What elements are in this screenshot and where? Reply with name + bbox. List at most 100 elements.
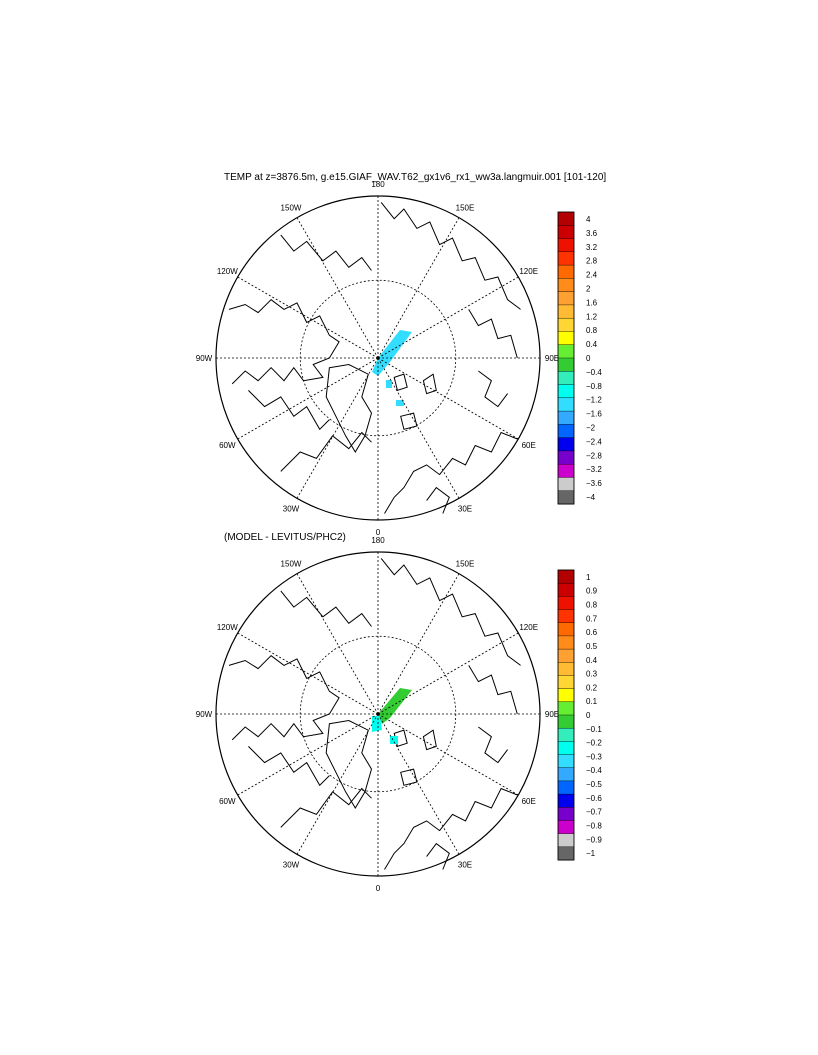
coastline-6	[380, 558, 521, 666]
data-patch-cyan	[396, 400, 404, 406]
coastline-7	[468, 309, 518, 359]
colorbar-swatch	[557, 278, 575, 293]
coastline-0	[228, 655, 340, 741]
coastline-12	[400, 768, 418, 786]
colorbar-label: −2.8	[586, 451, 602, 460]
meridian-line	[377, 632, 519, 715]
land-outlines	[228, 202, 521, 514]
colorbar-swatch	[557, 264, 575, 279]
colorbar-label: 0.7	[586, 614, 598, 623]
polar-map-2: 180 150E 120E 90E 60E 30E 0 30W 60W 90W 120W 150W 1 0…	[196, 536, 603, 893]
longitude-label: 150E	[456, 203, 475, 212]
figure-title: TEMP at z=3876.5m, g.e15.GIAF_WAV.T62_gx…	[224, 172, 607, 183]
colorbar-label: 1.2	[586, 312, 598, 321]
colorbar-swatch	[557, 317, 575, 332]
colorbar-swatch	[557, 741, 575, 756]
colorbar-swatch	[557, 344, 575, 359]
coastline-11	[422, 729, 437, 751]
colorbar-label: −0.8	[586, 822, 602, 831]
colorbar-swatch	[557, 238, 575, 253]
colorbar-label: 0.8	[586, 326, 598, 335]
colorbar-swatch	[557, 807, 575, 821]
colorbar-label: −4	[586, 493, 596, 502]
colorbar-swatch	[557, 477, 575, 492]
colorbar-swatch	[557, 609, 575, 624]
coastline-8	[478, 726, 509, 764]
longitude-label: 120E	[519, 623, 538, 632]
longitude-label: 90W	[196, 354, 213, 363]
colorbar-label: −1	[586, 849, 596, 858]
longitude-label: 150E	[456, 559, 475, 568]
colorbar-label: −0.6	[586, 794, 602, 803]
coastline-3	[325, 363, 373, 453]
coastline-9	[280, 590, 372, 627]
meridian-line	[237, 632, 379, 715]
colorbar-swatch	[557, 688, 575, 703]
colorbar-swatch	[557, 846, 575, 861]
coastline-4	[384, 787, 518, 870]
meridian-line	[377, 357, 519, 440]
colorbar-swatch	[557, 569, 575, 584]
coastline-8	[478, 370, 509, 408]
colorbar-swatch	[557, 582, 575, 597]
colorbar-label: 2	[586, 285, 591, 294]
meridian-line	[377, 713, 519, 796]
meridian-line	[296, 217, 379, 359]
meridian-line	[296, 573, 379, 715]
longitude-label: 120W	[217, 623, 238, 632]
colorbar-swatch	[557, 437, 575, 452]
colorbar-swatch	[557, 820, 575, 835]
coastline-9	[280, 234, 372, 271]
polar-map-1: 180 150E 120E 90E 60E 30E 0 30W 60W 90W 120W 150W 4 3…	[196, 180, 603, 537]
colorbar: 4 3.6 3.2 2.8 2.4 2 1.6 1.2 0.8 0.4 0 −0.4 −0.8 −1.2 −…	[557, 211, 602, 505]
meridian-line	[296, 357, 379, 499]
data-patch-green	[378, 688, 412, 724]
data-patch-cyan	[372, 716, 382, 732]
colorbar-swatch	[557, 701, 575, 716]
colorbar-label: 0.6	[586, 628, 598, 637]
coastline-5	[426, 486, 450, 514]
colorbar-swatch	[557, 833, 575, 848]
colorbar-swatch	[557, 490, 575, 505]
colorbar-swatch	[557, 714, 575, 729]
longitude-label: 60W	[219, 797, 236, 806]
longitude-label: 180	[371, 536, 385, 545]
colorbar-swatch	[557, 793, 575, 808]
colorbar-label: 2.4	[586, 271, 598, 280]
colorbar-swatch	[557, 410, 575, 425]
colorbar-swatch	[557, 291, 575, 306]
colorbar-label: 1.6	[586, 298, 598, 307]
colorbar-label: 2.8	[586, 257, 598, 266]
longitude-label: 90W	[196, 710, 213, 719]
meridian-line	[237, 276, 379, 359]
colorbar-swatch	[557, 225, 575, 240]
coastline-0	[228, 299, 340, 385]
coastline-1	[248, 390, 330, 431]
colorbar-label: −0.4	[586, 368, 602, 377]
colorbar-label: 0.2	[586, 683, 598, 692]
longitude-label: 30W	[283, 861, 300, 870]
figure-subtitle: (MODEL - LEVITUS/PHC2)	[224, 532, 346, 543]
colorbar-label: −1.6	[586, 410, 602, 419]
colorbar-label: 0.4	[586, 656, 598, 665]
colorbar-swatch	[557, 450, 575, 465]
colorbar-label: −0.5	[586, 780, 602, 789]
coastline-5	[426, 842, 450, 870]
colorbar-label: −3.6	[586, 479, 602, 488]
colorbar-label: −2.4	[586, 437, 602, 446]
colorbar-frame	[557, 211, 575, 505]
meridian-line	[237, 357, 379, 440]
coastline-11	[422, 373, 437, 395]
colorbar: 1 0.9 0.8 0.7 0.6 0.5 0.4 0.3 0.2 0.1 0 −0.1 −0.2 −0.…	[557, 569, 602, 861]
coastline-7	[468, 665, 518, 715]
meridian-line	[377, 573, 460, 715]
longitude-label: 120E	[519, 267, 538, 276]
longitude-label: 30E	[458, 861, 472, 870]
colorbar-frame	[557, 569, 575, 861]
colorbar-swatch	[557, 211, 575, 226]
colorbar-label: −1.2	[586, 396, 602, 405]
colorbar-label: 3.2	[586, 243, 598, 252]
land-outlines	[228, 558, 521, 870]
